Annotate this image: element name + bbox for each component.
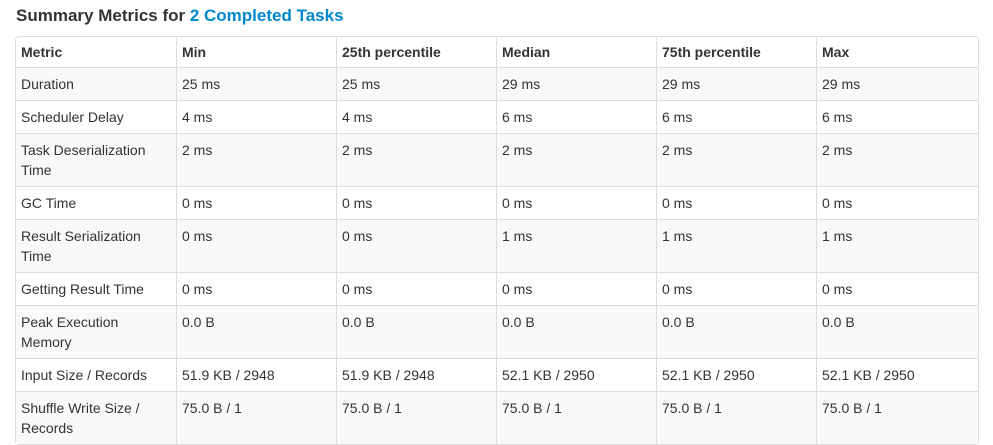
max-cell: 1 ms (816, 219, 978, 272)
column-header-max[interactable]: Max (816, 37, 978, 67)
metric-name-cell: Input Size / Records (16, 358, 176, 391)
min-cell: 2 ms (176, 133, 336, 186)
p25-cell: 4 ms (336, 100, 496, 133)
column-header-median[interactable]: Median (496, 37, 656, 67)
min-cell: 4 ms (176, 100, 336, 133)
p75-cell: 6 ms (656, 100, 816, 133)
p75-cell: 52.1 KB / 2950 (656, 358, 816, 391)
p25-cell: 25 ms (336, 67, 496, 100)
column-header-min[interactable]: Min (176, 37, 336, 67)
p25-cell: 0 ms (336, 272, 496, 305)
p25-cell: 51.9 KB / 2948 (336, 358, 496, 391)
metric-name-cell: Getting Result Time (16, 272, 176, 305)
table-row-input-size-records: Input Size / Records 51.9 KB / 2948 51.9… (16, 358, 978, 391)
summary-metrics-table: Metric Min 25th percentile Median 75th p… (15, 36, 979, 445)
metric-name-cell: Scheduler Delay (16, 100, 176, 133)
table-row-duration: Duration 25 ms 25 ms 29 ms 29 ms 29 ms (16, 67, 978, 100)
table-row-getting-result-time: Getting Result Time 0 ms 0 ms 0 ms 0 ms … (16, 272, 978, 305)
p75-cell: 0 ms (656, 272, 816, 305)
metric-name-cell: Duration (16, 67, 176, 100)
min-cell: 0 ms (176, 272, 336, 305)
median-cell: 0 ms (496, 272, 656, 305)
table-header-row: Metric Min 25th percentile Median 75th p… (16, 37, 978, 67)
p75-cell: 0 ms (656, 186, 816, 219)
table-row-task-deserialization-time: Task Deserialization Time 2 ms 2 ms 2 ms… (16, 133, 978, 186)
min-cell: 51.9 KB / 2948 (176, 358, 336, 391)
median-cell: 29 ms (496, 67, 656, 100)
table-row-result-serialization-time: Result Serialization Time 0 ms 0 ms 1 ms… (16, 219, 978, 272)
max-cell: 0 ms (816, 186, 978, 219)
max-cell: 52.1 KB / 2950 (816, 358, 978, 391)
median-cell: 1 ms (496, 219, 656, 272)
p75-cell: 1 ms (656, 219, 816, 272)
p25-cell: 2 ms (336, 133, 496, 186)
median-cell: 52.1 KB / 2950 (496, 358, 656, 391)
column-header-metric[interactable]: Metric (21, 44, 63, 60)
metric-name-cell: Shuffle Write Size / Records (16, 391, 176, 444)
p25-cell: 0.0 B (336, 305, 496, 358)
median-cell: 0 ms (496, 186, 656, 219)
min-cell: 0 ms (176, 186, 336, 219)
median-cell: 75.0 B / 1 (496, 391, 656, 444)
max-cell: 0 ms (816, 272, 978, 305)
p25-cell: 0 ms (336, 186, 496, 219)
table-row-scheduler-delay: Scheduler Delay 4 ms 4 ms 6 ms 6 ms 6 ms (16, 100, 978, 133)
max-cell: 75.0 B / 1 (816, 391, 978, 444)
p75-cell: 29 ms (656, 67, 816, 100)
median-cell: 6 ms (496, 100, 656, 133)
min-cell: 25 ms (176, 67, 336, 100)
table-row-shuffle-write-size-records: Shuffle Write Size / Records 75.0 B / 1 … (16, 391, 978, 444)
max-cell: 2 ms (816, 133, 978, 186)
metric-name-cell: Peak Execution Memory (16, 305, 176, 358)
median-cell: 2 ms (496, 133, 656, 186)
p75-cell: 75.0 B / 1 (656, 391, 816, 444)
heading-prefix: Summary Metrics for (16, 6, 190, 25)
metric-name-cell: Result Serialization Time (16, 219, 176, 272)
min-cell: 0 ms (176, 219, 336, 272)
table-row-gc-time: GC Time 0 ms 0 ms 0 ms 0 ms 0 ms (16, 186, 978, 219)
p75-cell: 2 ms (656, 133, 816, 186)
max-cell: 0.0 B (816, 305, 978, 358)
min-cell: 0.0 B (176, 305, 336, 358)
metric-name-cell: GC Time (16, 186, 176, 219)
max-cell: 29 ms (816, 67, 978, 100)
max-cell: 6 ms (816, 100, 978, 133)
p25-cell: 0 ms (336, 219, 496, 272)
completed-tasks-link[interactable]: 2 Completed Tasks (189, 6, 344, 25)
table-row-peak-execution-memory: Peak Execution Memory 0.0 B 0.0 B 0.0 B … (16, 305, 978, 358)
p75-cell: 0.0 B (656, 305, 816, 358)
column-header-25th-percentile[interactable]: 25th percentile (336, 37, 496, 67)
min-cell: 75.0 B / 1 (176, 391, 336, 444)
metric-name-cell: Task Deserialization Time (16, 133, 176, 186)
column-header-75th-percentile[interactable]: 75th percentile (656, 37, 816, 67)
summary-heading: Summary Metrics for 2 Completed Tasks (16, 5, 344, 27)
median-cell: 0.0 B (496, 305, 656, 358)
p25-cell: 75.0 B / 1 (336, 391, 496, 444)
